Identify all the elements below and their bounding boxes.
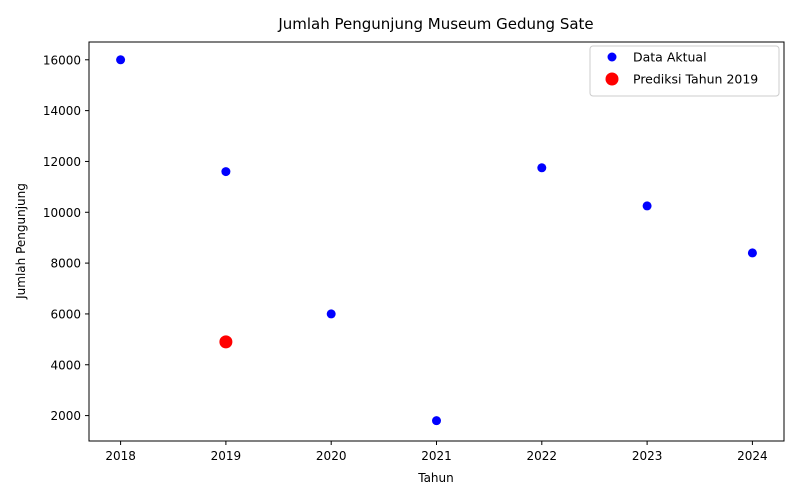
data-point-aktual [642,201,652,211]
x-tick-label: 2021 [421,449,452,463]
y-axis-label: Jumlah Pengunjung [14,183,28,300]
y-axis: 2000 4000 6000 8000 10000 12000 14000 16000 [43,53,89,423]
plot-area-frame [88,41,785,442]
y-tick-label: 4000 [50,358,81,372]
y-tick-label: 6000 [50,307,81,321]
data-point-aktual [432,416,441,426]
data-point-prediksi [219,335,233,349]
data-point-aktual [221,167,231,177]
legend-marker-data-aktual [607,52,617,62]
data-point-aktual [747,248,757,258]
legend-label-prediksi: Prediksi Tahun 2019 [633,72,758,87]
x-axis: 2018 2019 2020 2021 2022 2023 2024 [105,441,768,463]
y-tick-label: 12000 [43,155,81,169]
data-point-aktual [326,309,336,319]
y-tick-label: 10000 [43,206,81,220]
y-tick-label: 14000 [43,104,81,118]
x-tick-label: 2022 [527,449,558,463]
x-tick-label: 2020 [316,449,347,463]
x-axis-label: Tahun [417,471,454,485]
data-point-aktual [537,163,547,173]
legend: Data Aktual Prediksi Tahun 2019 [589,45,780,97]
x-tick-label: 2018 [105,449,136,463]
data-point-aktual [116,55,126,65]
x-tick-label: 2023 [632,449,663,463]
data-points [116,55,757,426]
y-tick-label: 8000 [50,257,81,271]
y-tick-label: 16000 [43,53,81,67]
legend-marker-prediksi [605,72,619,86]
x-tick-label: 2019 [211,449,242,463]
chart-title: Jumlah Pengunjung Museum Gedung Sate [277,15,593,33]
y-tick-label: 2000 [50,409,81,423]
legend-box [589,45,780,97]
x-tick-label: 2024 [737,449,768,463]
legend-label-data-aktual: Data Aktual [633,50,707,65]
